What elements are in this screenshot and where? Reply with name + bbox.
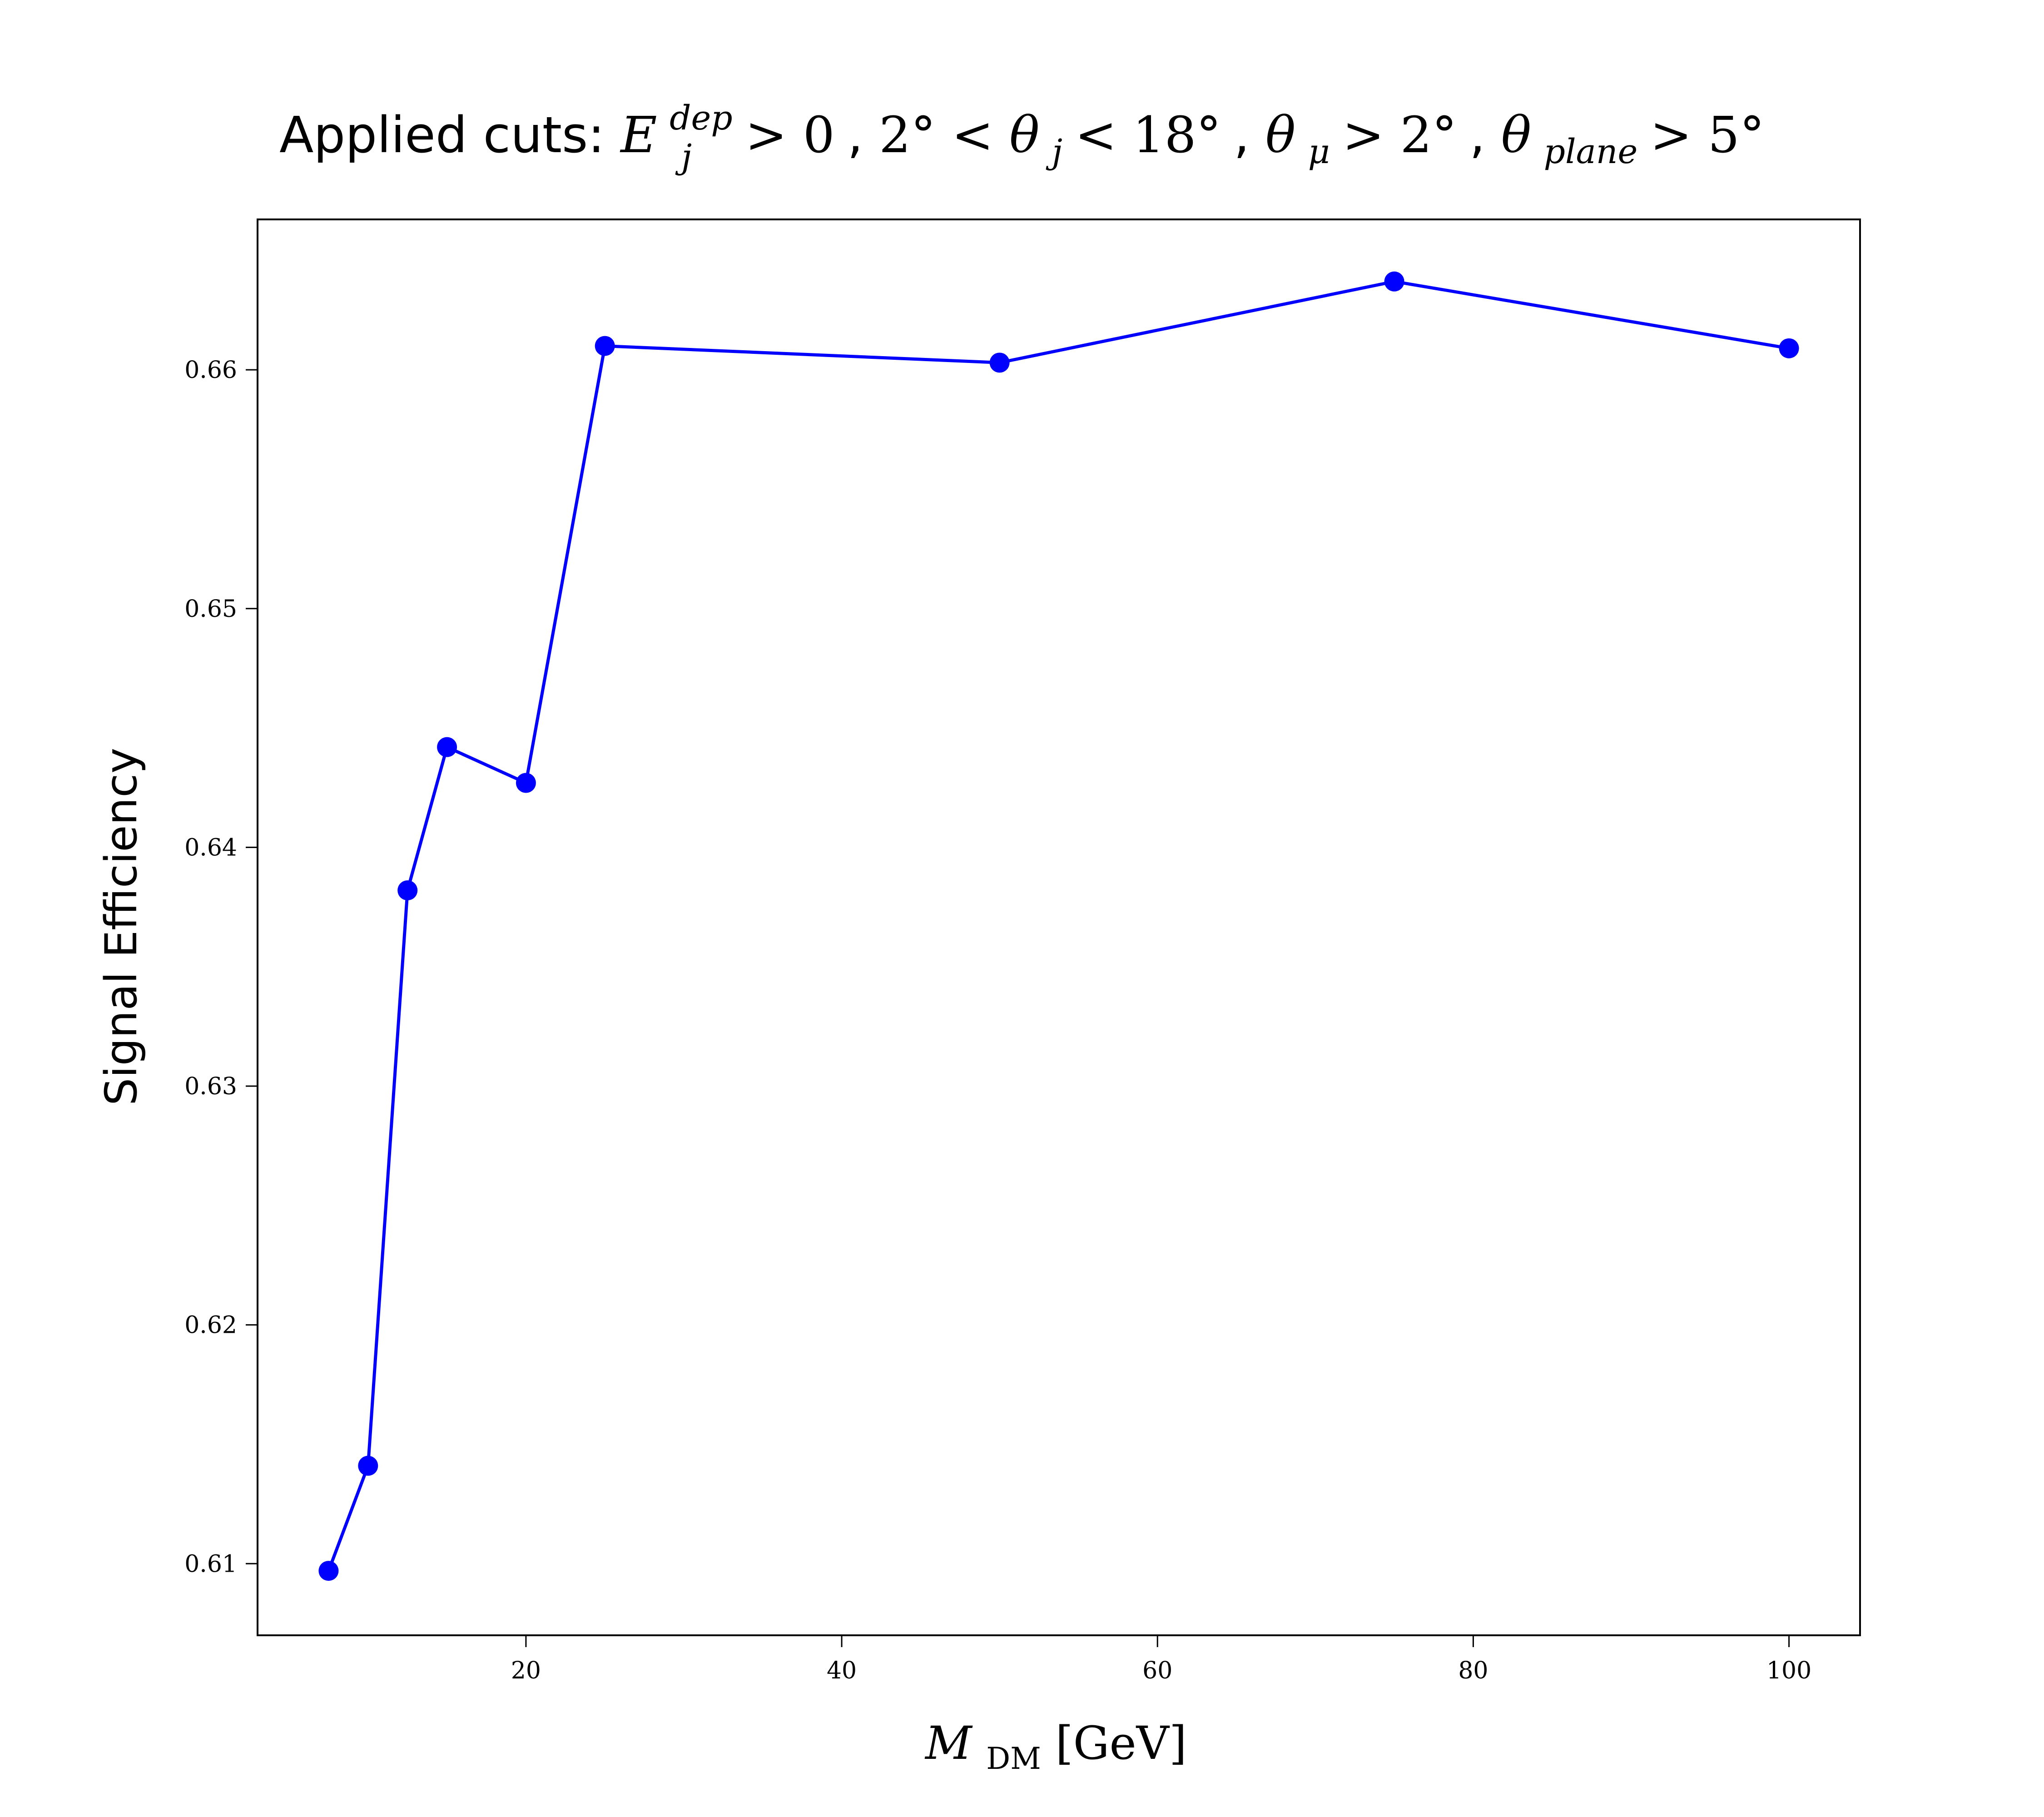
y-tick-label: 0.64 (184, 834, 237, 861)
x-tick-label: 80 (1458, 1657, 1488, 1684)
title-sep2: , (1234, 106, 1265, 164)
data-point (358, 1455, 378, 1476)
title-theta-mu: θ (1265, 106, 1295, 164)
title-theta-plane: θ (1501, 106, 1531, 164)
y-tick-label: 0.63 (184, 1073, 237, 1100)
x-tick-label: 20 (511, 1657, 541, 1684)
x-tick-label: 40 (827, 1657, 857, 1684)
x-axis-ticks: 20 40 60 80 100 (511, 1635, 1811, 1684)
y-axis-ticks: 0.61 0.62 0.63 0.64 0.65 0.66 (184, 357, 258, 1578)
chart-title: Applied cuts: E dep j > 0 , 2° < θ j < 1… (279, 85, 1765, 179)
x-label-m-symbol: M (924, 1717, 973, 1770)
x-axis-label: M DM [GeV] (924, 1717, 1187, 1780)
x-label-unit: [GeV] (1056, 1717, 1187, 1770)
x-tick-label: 100 (1766, 1657, 1811, 1684)
y-axis-label: Signal Efficiency (96, 748, 147, 1106)
data-point (595, 336, 615, 356)
x-label-subscript: DM (986, 1741, 1041, 1776)
title-sep1: , (847, 106, 879, 164)
title-part3: < 18° (1075, 106, 1221, 164)
data-point (397, 880, 418, 901)
data-point (318, 1561, 339, 1581)
title-part2: 2° < (879, 106, 1009, 164)
data-point (1384, 271, 1404, 292)
x-tick-label: 60 (1142, 1657, 1172, 1684)
data-point (437, 737, 457, 757)
plot-area-frame (257, 218, 1861, 1636)
title-theta-mu-subscript: μ (1308, 132, 1330, 171)
title-sep3: , (1469, 106, 1501, 164)
title-part5: > 5° (1650, 106, 1765, 164)
title-theta-plane-subscript: plane (1544, 132, 1638, 171)
data-point (516, 773, 536, 793)
y-tick-label: 0.61 (184, 1550, 237, 1578)
data-point (989, 352, 1010, 373)
y-tick-label: 0.62 (184, 1312, 237, 1339)
y-tick-label: 0.65 (184, 596, 237, 623)
title-e-symbol: E (620, 106, 657, 164)
title-part1: > 0 (745, 106, 835, 164)
title-prefix: Applied cuts: (279, 106, 620, 164)
title-part4: > 2° (1342, 106, 1457, 164)
data-point (1779, 338, 1799, 358)
title-e-superscript: dep (670, 99, 733, 138)
data-series (318, 271, 1799, 1581)
title-theta-j: θ (1009, 106, 1039, 164)
y-tick-label: 0.66 (184, 357, 237, 384)
